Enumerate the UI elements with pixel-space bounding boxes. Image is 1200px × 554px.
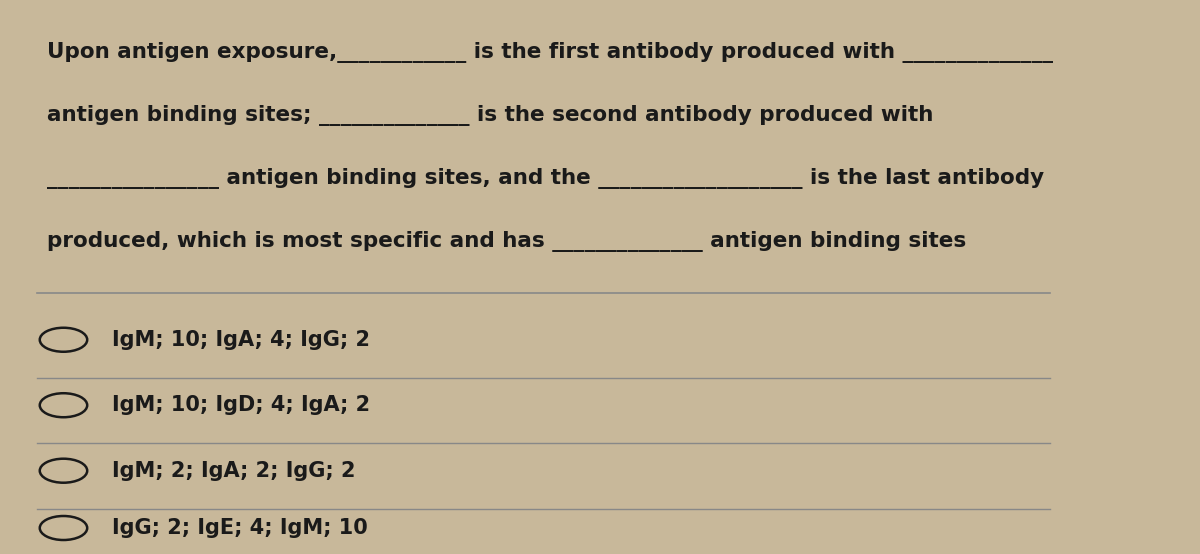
- Text: IgM; 10; IgA; 4; IgG; 2: IgM; 10; IgA; 4; IgG; 2: [112, 330, 370, 350]
- Text: IgM; 10; IgD; 4; IgA; 2: IgM; 10; IgD; 4; IgA; 2: [112, 395, 370, 416]
- Text: IgG; 2; IgE; 4; IgM; 10: IgG; 2; IgE; 4; IgM; 10: [112, 518, 367, 538]
- Text: ________________ antigen binding sites, and the ___________________ is the last : ________________ antigen binding sites, …: [47, 168, 1044, 189]
- Text: IgM; 2; IgA; 2; IgG; 2: IgM; 2; IgA; 2; IgG; 2: [112, 461, 355, 481]
- Text: produced, which is most specific and has ______________ antigen binding sites: produced, which is most specific and has…: [47, 230, 966, 252]
- Text: Upon antigen exposure,____________ is the first antibody produced with _________: Upon antigen exposure,____________ is th…: [47, 42, 1054, 63]
- Text: antigen binding sites; ______________ is the second antibody produced with: antigen binding sites; ______________ is…: [47, 105, 934, 126]
